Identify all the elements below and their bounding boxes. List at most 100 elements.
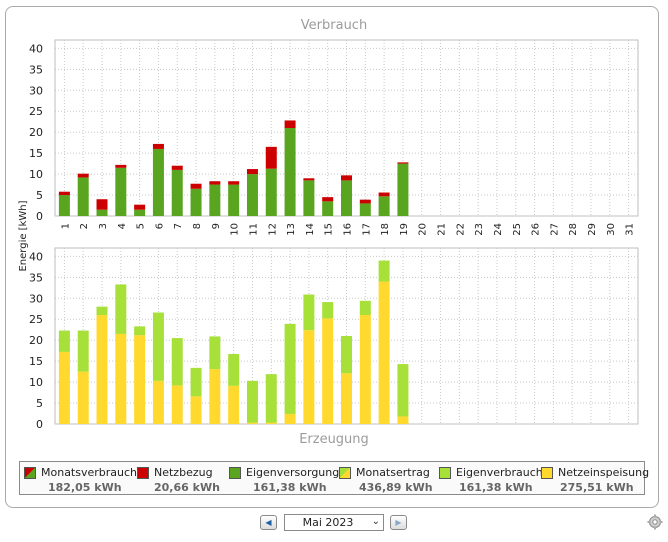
erzeugung-bar-top-14: [303, 294, 315, 331]
erzeugung-bar-base-3: [96, 315, 108, 424]
erzeugung-y-tick-label: 20: [29, 334, 43, 347]
verbrauch-y-tick-label: 35: [29, 63, 43, 76]
erzeugung-bar-base-4: [115, 333, 127, 424]
verbrauch-bar-base-6: [152, 148, 164, 216]
legend-value: 20,66 kWh: [154, 481, 220, 494]
verbrauch-bar-base-7: [171, 169, 183, 216]
verbrauch-x-tick-label: 13: [286, 223, 297, 236]
verbrauch-x-tick-label: 22: [455, 223, 466, 236]
erzeugung-bar-top-11: [246, 380, 258, 423]
verbrauch-bar-base-18: [378, 196, 390, 216]
erzeugung-bar-base-18: [378, 281, 390, 424]
verbrauch-bar-top-7: [171, 165, 183, 170]
legend-label: Netzbezug: [154, 466, 213, 479]
verbrauch-bar-base-8: [190, 188, 202, 216]
erzeugung-bar-top-3: [96, 306, 108, 316]
erzeugung-bar-base-10: [228, 385, 240, 424]
erzeugung-bar-base-8: [190, 396, 202, 424]
erzeugung-bar-top-13: [284, 323, 296, 414]
verbrauch-x-tick-label: 12: [267, 223, 278, 236]
verbrauch-bar-base-16: [341, 180, 352, 216]
chevron-down-icon: ⌄: [371, 516, 380, 527]
next-month-button[interactable]: ▶: [390, 515, 407, 530]
erzeugung-bar-top-17: [359, 300, 371, 316]
verbrauch-y-tick-label: 25: [29, 105, 43, 118]
verbrauch-y-tick-label: 5: [36, 189, 43, 202]
erzeugung-bar-base-12: [265, 422, 277, 424]
legend-swatch-monatsertrag: [339, 467, 351, 479]
verbrauch-x-tick-label: 11: [248, 223, 259, 236]
erzeugung-bar-top-12: [265, 374, 277, 423]
legend-swatch-netzeinspeisung: [541, 467, 553, 479]
verbrauch-bar-top-9: [209, 181, 221, 185]
erzeugung-bar-top-7: [171, 338, 183, 386]
verbrauch-y-tick-label: 30: [29, 84, 43, 97]
verbrauch-bar-top-18: [378, 192, 390, 197]
month-select[interactable]: Mai 2023 ⌄: [284, 514, 384, 531]
erzeugung-bar-top-6: [152, 312, 164, 381]
verbrauch-bar-top-12: [265, 146, 277, 169]
verbrauch-bar-top-11: [246, 169, 258, 175]
chart-title-erzeugung: Erzeugung: [299, 432, 369, 447]
legend-label: Monatsertrag: [356, 466, 430, 479]
verbrauch-x-tick-label: 3: [98, 223, 109, 229]
legend-value: 436,89 kWh: [359, 481, 433, 494]
erzeugung-bar-top-16: [341, 336, 352, 374]
legend-label: Eigenverbrauch: [456, 466, 543, 479]
arrow-left-icon: ◀: [265, 518, 272, 527]
verbrauch-bar-top-15: [322, 197, 334, 202]
verbrauch-bar-base-1: [58, 195, 70, 216]
erzeugung-bar-base-1: [58, 351, 70, 424]
verbrauch-y-tick-label: 15: [29, 147, 43, 160]
verbrauch-x-tick-label: 15: [324, 223, 335, 236]
verbrauch-bar-top-2: [77, 173, 89, 178]
verbrauch-bar-base-13: [284, 128, 296, 216]
verbrauch-x-tick-label: 14: [305, 223, 316, 236]
legend-swatch-eigenverbrauch: [439, 467, 451, 479]
erzeugung-bar-base-17: [359, 315, 371, 424]
verbrauch-bar-top-17: [359, 199, 371, 204]
gear-icon[interactable]: [647, 514, 663, 530]
legend-value: 161,38 kWh: [459, 481, 533, 494]
verbrauch-x-tick-label: 30: [606, 223, 617, 236]
erzeugung-y-tick-label: 15: [29, 355, 43, 368]
legend-swatch-monatsverbrauch: [24, 467, 36, 479]
erzeugung-bar-base-11: [246, 422, 258, 424]
verbrauch-bar-base-14: [303, 180, 315, 216]
erzeugung-bar-top-10: [228, 354, 240, 386]
erzeugung-y-tick-label: 40: [29, 250, 43, 263]
legend-label: Monatsverbrauch: [41, 466, 138, 479]
verbrauch-bar-top-19: [397, 162, 409, 164]
verbrauch-bar-top-13: [284, 120, 296, 128]
erzeugung-bar-top-19: [397, 364, 409, 417]
verbrauch-bar-top-16: [341, 175, 352, 181]
prev-month-button[interactable]: ◀: [260, 515, 277, 530]
erzeugung-y-tick-label: 35: [29, 271, 43, 284]
erzeugung-bar-top-8: [190, 367, 202, 397]
erzeugung-bar-top-15: [322, 302, 334, 319]
chart-title-verbrauch: Verbrauch: [300, 18, 368, 33]
erzeugung-y-tick-label: 10: [29, 376, 43, 389]
legend-swatch-eigenversorgung: [229, 467, 241, 479]
verbrauch-x-tick-label: 5: [136, 223, 147, 229]
verbrauch-x-tick-label: 18: [380, 223, 391, 236]
erzeugung-bar-base-19: [397, 416, 409, 424]
erzeugung-bar-base-6: [152, 380, 164, 424]
verbrauch-x-tick-label: 19: [399, 223, 410, 236]
verbrauch-bar-top-6: [152, 143, 164, 149]
verbrauch-bar-base-15: [322, 201, 334, 216]
verbrauch-bar-base-9: [209, 184, 221, 216]
verbrauch-x-tick-label: 4: [117, 223, 128, 229]
erzeugung-bar-base-14: [303, 330, 315, 424]
verbrauch-bar-top-8: [190, 183, 202, 189]
legend-value: 161,38 kWh: [253, 481, 327, 494]
verbrauch-y-tick-label: 10: [29, 168, 43, 181]
verbrauch-x-tick-label: 26: [531, 223, 542, 236]
verbrauch-x-tick-label: 10: [230, 223, 241, 236]
erzeugung-bar-base-16: [341, 373, 352, 424]
verbrauch-bar-base-4: [115, 167, 127, 216]
verbrauch-bar-base-12: [265, 168, 277, 216]
legend-value: 275,51 kWh: [560, 481, 634, 494]
verbrauch-x-tick-label: 1: [60, 223, 71, 229]
legend: Monatsverbrauch 182,05 kWh Netzbezug 20,…: [19, 461, 649, 495]
